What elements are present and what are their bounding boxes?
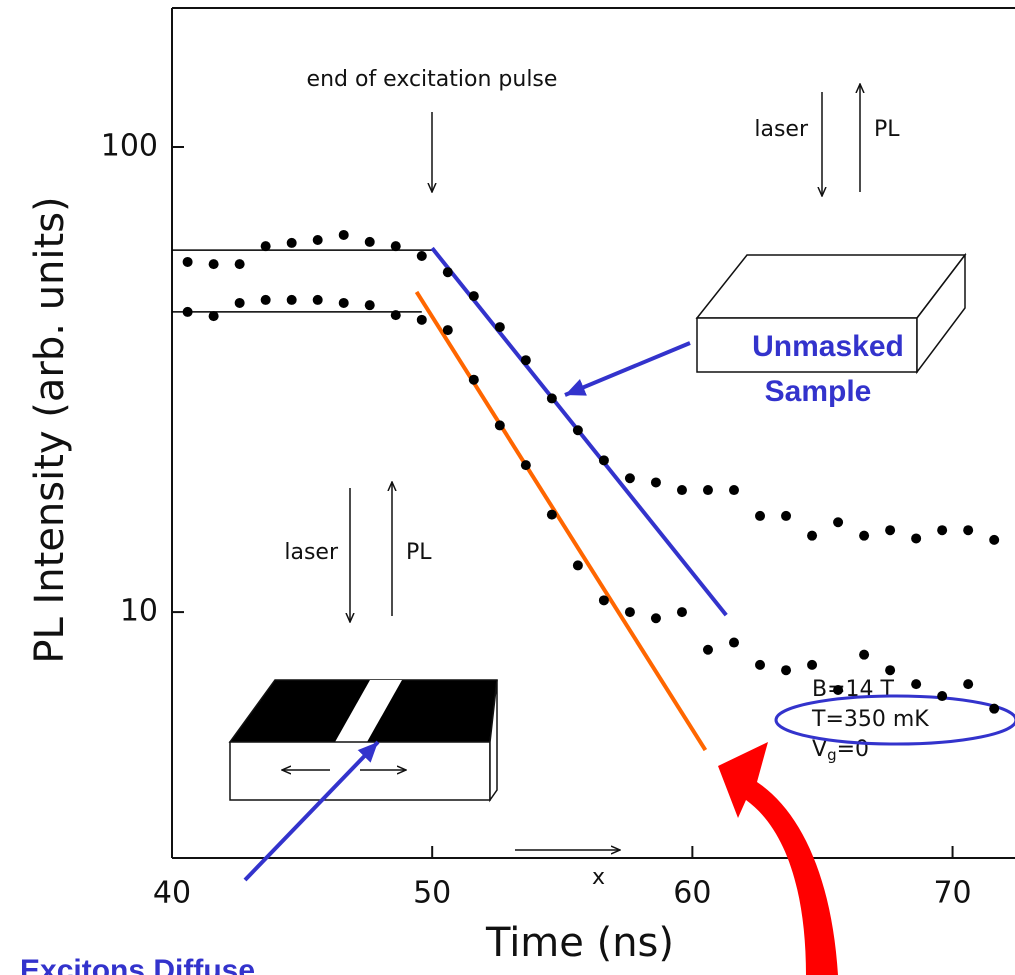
data-point <box>182 306 193 317</box>
data-point <box>208 311 219 322</box>
data-point <box>546 393 557 404</box>
data-point <box>833 684 844 695</box>
data-point <box>312 235 323 246</box>
data-point <box>572 560 583 571</box>
data-point <box>494 420 505 431</box>
red-arrow <box>718 742 838 975</box>
sample-masked <box>228 679 498 803</box>
data-point <box>833 517 844 528</box>
annotation-part: g <box>827 746 837 764</box>
data-point <box>598 595 609 606</box>
data-point <box>989 703 1000 714</box>
annotation: laser <box>754 117 809 142</box>
x-axis-label: Time (ns) <box>485 920 674 966</box>
data-point <box>182 256 193 267</box>
data-point <box>442 267 453 278</box>
data-point <box>781 665 792 676</box>
callout-arrow <box>243 740 380 882</box>
data-point <box>208 259 219 270</box>
annotation: PL <box>406 540 432 565</box>
data-point <box>911 679 922 690</box>
data-point <box>963 679 974 690</box>
data-point <box>937 691 948 702</box>
data-point <box>468 374 479 385</box>
data-point <box>416 314 427 325</box>
data-point <box>807 530 818 541</box>
data-point <box>702 485 713 496</box>
y-tick-label: 10 <box>120 594 158 629</box>
data-point <box>807 659 818 670</box>
data-point <box>468 291 479 302</box>
annotation: x <box>592 865 605 890</box>
data-point <box>624 473 635 484</box>
data-point <box>234 297 245 308</box>
callout: Sample <box>765 375 872 408</box>
data-point <box>624 607 635 618</box>
data-point <box>260 294 271 305</box>
data-point <box>937 525 948 536</box>
data-point <box>364 300 375 311</box>
data-point <box>702 644 713 655</box>
callout-arrow <box>564 341 691 397</box>
data-point <box>520 355 531 366</box>
data-point <box>755 659 766 670</box>
callout: Unmasked <box>752 330 904 363</box>
data-point <box>442 325 453 336</box>
x-tick-label: 40 <box>153 876 191 911</box>
data-point <box>338 297 349 308</box>
data-point <box>390 241 401 252</box>
data-point <box>390 310 401 321</box>
x-tick-label: 70 <box>933 876 971 911</box>
highlight-ellipse <box>774 694 1015 746</box>
data-point <box>312 294 323 305</box>
y-tick-label: 100 <box>101 128 158 163</box>
data-point <box>286 237 297 248</box>
annotation: laser <box>284 540 339 565</box>
data-point <box>859 530 870 541</box>
data-point <box>676 607 687 618</box>
frame <box>171 7 1015 859</box>
data-point <box>729 485 739 496</box>
data-point <box>650 613 661 624</box>
data-point <box>260 241 271 252</box>
x-tick-label: 60 <box>673 876 711 911</box>
annotation: T=350 mK <box>811 707 929 732</box>
data-point <box>520 460 531 471</box>
x-tick-label: 50 <box>413 876 451 911</box>
data-point <box>234 259 245 270</box>
callout: Excitons Diffuse <box>20 954 255 975</box>
data-point <box>989 534 1000 545</box>
data-point <box>416 250 427 261</box>
data-point <box>729 637 739 648</box>
data-point <box>494 322 505 333</box>
data-point <box>911 533 922 544</box>
data-point <box>963 525 974 536</box>
data-point <box>755 510 766 521</box>
sample-unmasked <box>695 252 967 375</box>
data-point <box>885 665 896 676</box>
annotation-part: V <box>812 737 827 762</box>
data-point <box>572 425 583 436</box>
data-point <box>885 525 896 536</box>
data-point <box>650 477 661 488</box>
y-axis-label: PL Intensity (arb. units) <box>27 196 73 663</box>
data-point <box>598 455 609 466</box>
fit-line <box>414 290 708 752</box>
data-point <box>364 236 375 247</box>
data-point <box>859 649 870 660</box>
data-point <box>676 485 687 496</box>
annotation: PL <box>874 117 900 142</box>
data-point <box>781 510 792 521</box>
data-point <box>546 509 557 520</box>
data-point <box>338 229 349 240</box>
annotation: end of excitation pulse <box>307 67 558 92</box>
data-point <box>286 294 297 305</box>
